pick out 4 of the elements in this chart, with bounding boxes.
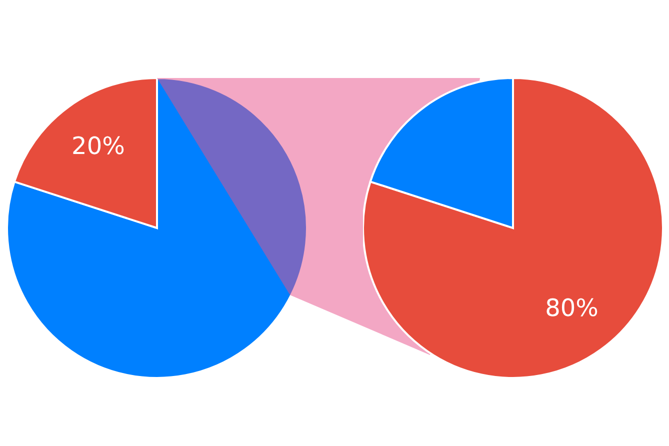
pie-slice xyxy=(7,78,307,378)
pie-slice xyxy=(363,78,663,378)
data-label: 20% xyxy=(72,132,125,160)
data-label: 80% xyxy=(545,294,598,322)
